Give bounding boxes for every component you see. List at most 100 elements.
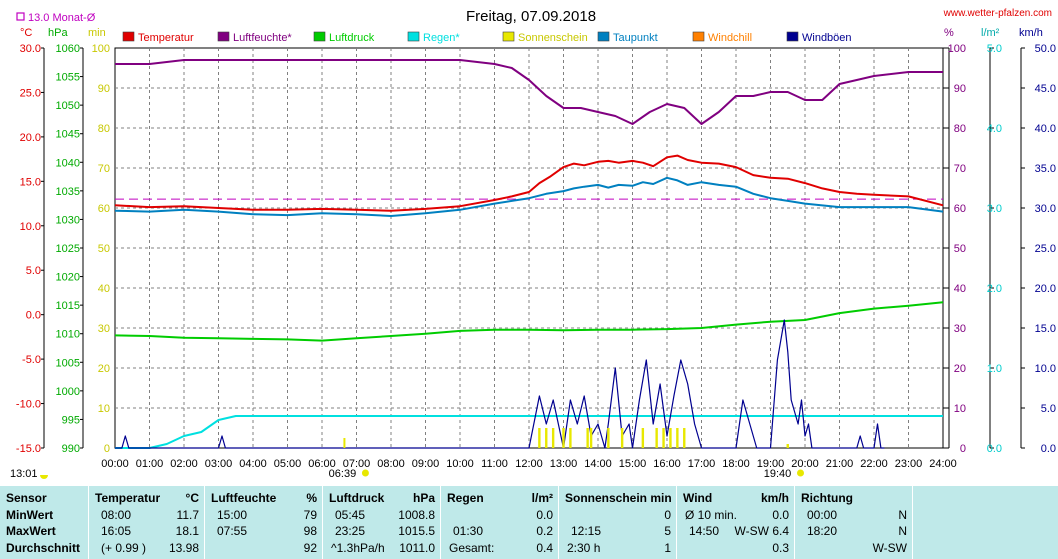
stats-temperature-avg-value: 13.98 [168, 541, 199, 555]
min-tick-label: 10 [98, 403, 110, 415]
stats-temperature-min-time: 08:00 [101, 508, 132, 522]
stats-humidity-max-value: 98 [303, 524, 317, 538]
chart-grid [114, 47, 944, 449]
time-tick-label: 16:00 [653, 458, 681, 470]
time-tick-label: 11:00 [481, 458, 508, 470]
humidity-tick-label: 40 [954, 283, 966, 295]
legend-label-6: Taupunkt [613, 32, 658, 44]
chart-axes [41, 47, 1025, 449]
series-line-4 [115, 415, 943, 449]
stats-rain-column: Regen l/m² 0.0 01:30 0.2 Gesamt: 0.4 [440, 486, 559, 559]
time-tick-label: 05:00 [274, 458, 302, 470]
stats-direction-max-time: 18:20 [807, 524, 838, 538]
stats-direction-max-value: N [898, 524, 907, 538]
series-line-3 [114, 301, 944, 342]
legend-swatch-8 [786, 31, 799, 42]
sunshine-bar [586, 428, 589, 448]
time-tick-label: 23:00 [895, 458, 923, 470]
stats-direction-min-time: 00:00 [807, 508, 838, 522]
sunshine-bar [620, 428, 624, 448]
stats-sensor-title: Sensor [6, 491, 47, 505]
wind-tick-label: 5.0 [1041, 403, 1056, 415]
rain-tick-label: 4.0 [987, 123, 1002, 135]
stats-rain-min-value: 0.0 [536, 508, 553, 522]
stats-rain-max-time: 01:30 [453, 524, 484, 538]
sunshine-bar [569, 428, 572, 448]
stats-pressure-title: Luftdruck [329, 491, 385, 505]
temp-tick-label: 5.0 [26, 265, 41, 277]
pressure-tick-label: 1045 [56, 129, 80, 141]
stats-wind-max-value: W-SW 6.4 [734, 524, 789, 538]
stats-sunshine-column: Sonnenschein min 0 12:15 5 2:30 h 1 [558, 486, 677, 559]
time-tick-label: 13:00 [550, 458, 578, 470]
stats-rain-title: Regen [447, 491, 484, 505]
min-tick-label: 80 [98, 123, 110, 135]
wind-tick-label: 30.0 [1035, 203, 1056, 215]
stats-humidity-title: Luftfeuchte [211, 491, 277, 505]
pressure-tick-label: 1040 [56, 157, 80, 169]
sunshine-bar [655, 428, 658, 448]
pressure-tick-label: 1010 [56, 329, 80, 341]
series-line-6 [115, 319, 885, 449]
humidity-tick-label: 20 [954, 363, 966, 375]
stats-avg-label: Durchschnitt [6, 541, 81, 555]
pressure-tick-label: 1050 [56, 100, 80, 112]
stats-pressure-column: Luftdruck hPa 05:45 1008.8 23:25 1015.5 ^1.… [322, 486, 441, 559]
series-line-2 [115, 59, 943, 125]
pressure-tick-label: 990 [62, 443, 80, 455]
legend-swatch-6 [597, 31, 610, 42]
min-tick-label: 60 [98, 203, 110, 215]
min-tick-label: 90 [98, 83, 110, 95]
stats-rain-unit: l/m² [531, 491, 553, 505]
stats-temperature-unit: °C [185, 491, 199, 505]
stats-humidity-min-time: 15:00 [217, 508, 248, 522]
time-tick-label: 19:00 [757, 458, 785, 470]
rain-tick-label: 1.0 [987, 363, 1002, 375]
moon-icon [40, 475, 48, 479]
humidity-tick-label: 10 [954, 403, 966, 415]
wind-tick-label: 35.0 [1035, 163, 1056, 175]
sunset-time: 19:40 [764, 468, 792, 480]
sunset-icon [797, 469, 804, 477]
humidity-tick-label: 30 [954, 323, 966, 335]
time-tick-label: 15:00 [619, 458, 647, 470]
temp-tick-label: -15.0 [16, 443, 41, 455]
stats-pressure-trend: ^1.3hPa/h [331, 541, 385, 555]
stats-temperature-trend: (+ 0.99 ) [101, 541, 147, 555]
stats-temperature-min-value: 11.7 [176, 508, 199, 522]
pressure-tick-label: 1020 [56, 272, 80, 284]
chart-labels: °C hPa min% l/m² km/h 30.0 25.0 20.0 15.0 10.0 5.0… [10, 8, 1056, 480]
rain-tick-label: 2.0 [987, 283, 1002, 295]
wind-tick-label: 15.0 [1035, 323, 1056, 335]
stats-sensor-column: Sensor MinWert MaxWert Durchschnitt [0, 486, 88, 559]
time-tick-label: 17:00 [688, 458, 716, 470]
humidity-tick-label: 60 [954, 203, 966, 215]
chart-legend: Temperatur Luftfeuchte* Luftdruck Regen* Son… [122, 31, 852, 44]
legend-label-4: Regen* [423, 32, 460, 44]
stats-wind-unit: km/h [760, 491, 789, 505]
stats-rain-total-label: Gesamt: [449, 541, 495, 555]
temp-unit-label: °C [20, 27, 32, 39]
time-tick-label: 10:00 [446, 458, 474, 470]
humidity-tick-label: 100 [948, 43, 966, 55]
time-tick-label: 09:00 [412, 458, 440, 470]
legend-swatch-3 [313, 31, 326, 42]
min-tick-label: 0 [104, 443, 110, 455]
stats-sunshine-total: 2:30 h [567, 541, 601, 555]
humidity-tick-label: 90 [954, 83, 966, 95]
legend-label-8: Windböen [802, 32, 852, 44]
sunshine-bar [545, 428, 548, 448]
stats-pressure-min-time: 05:45 [335, 508, 366, 522]
min-unit-label: min [88, 27, 106, 39]
sunrise-icon [361, 469, 369, 477]
legend-label-1: Temperatur [138, 32, 194, 44]
wind-tick-label: 50.0 [1035, 43, 1056, 55]
legend-swatch-7 [692, 31, 705, 42]
stats-sunshine-max-time: 12:15 [571, 524, 602, 538]
sunshine-bar [641, 428, 645, 448]
stats-pressure-min-value: 1008.8 [398, 508, 435, 522]
min-tick-label: 40 [98, 283, 110, 295]
chart-title: Freitag, 07.09.2018 [466, 8, 596, 25]
stats-empty-column [912, 486, 1058, 559]
stats-wind-avg-value: 0.3 [772, 541, 789, 555]
